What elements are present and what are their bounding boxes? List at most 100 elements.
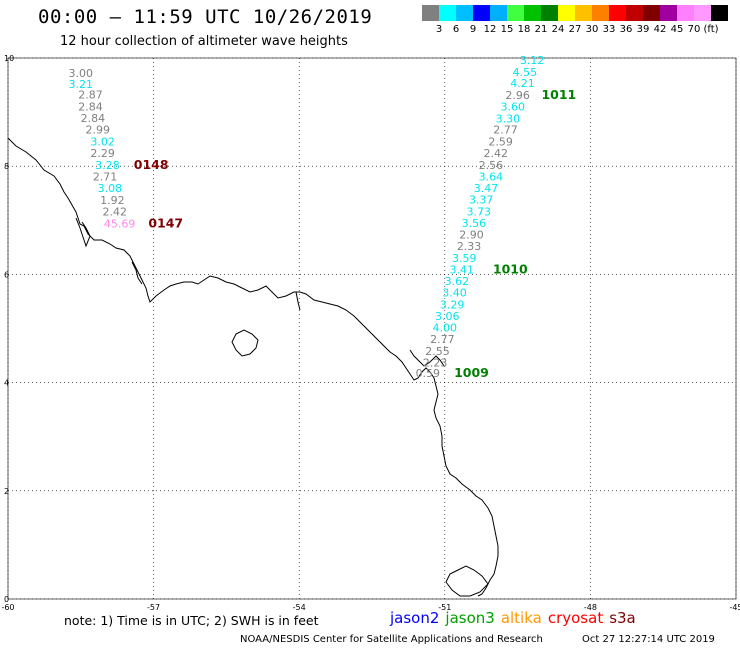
wave-height-value: 3.30: [496, 112, 521, 125]
wave-height-value: 2.71: [93, 170, 118, 183]
color-scale-label: 39: [636, 24, 650, 35]
pass-labels: 0148 0147 1011 1010 1009: [134, 87, 576, 380]
color-scale-label: 27: [568, 24, 582, 35]
color-scale-label: 6: [452, 24, 460, 35]
wave-height-value: 2.87: [78, 89, 103, 102]
longitude-tick-label: -45: [729, 603, 740, 612]
legend-item-altika: altika: [500, 609, 542, 627]
pass-number-label: 1009: [454, 365, 489, 380]
pass-number-label: 1010: [493, 261, 528, 276]
wave-height-value: 2.42: [484, 147, 509, 160]
color-swatch: [456, 5, 473, 21]
page-subtitle: 12 hour collection of altimeter wave hei…: [60, 34, 348, 49]
color-scale-legend: 3 6 9 12 15 18 21 24 27 30 33 36 39 42 45 70 (ft): [420, 5, 740, 41]
color-scale-label: 3: [435, 24, 443, 35]
color-scale-label: 70: [687, 24, 701, 35]
wave-height-value: 2.56: [479, 159, 504, 172]
latitude-tick-label: 8: [4, 162, 9, 171]
wave-height-value: 2.84: [81, 112, 106, 125]
wave-height-value: 3.60: [500, 100, 525, 113]
wave-height-value: 3.73: [467, 205, 492, 218]
satellite-legend: jason2 jason3 altika cryosat s3a: [390, 609, 642, 627]
color-scale-label: 18: [517, 24, 531, 35]
wave-height-value: 4.21: [510, 77, 535, 90]
wave-height-value: 2.84: [78, 100, 103, 113]
wave-height-value: 3.47: [474, 182, 499, 195]
color-scale-label: 24: [551, 24, 565, 35]
legend-item-jason3: jason3: [445, 609, 495, 627]
longitude-tick-label: -51: [438, 603, 451, 612]
longitude-tick-label: -48: [584, 603, 597, 612]
river-inlet-essequibo: [131, 261, 143, 285]
color-scale-label: 36: [619, 24, 633, 35]
color-swatch: [490, 5, 507, 21]
color-swatch: [524, 5, 541, 21]
wave-height-value: 3.12: [520, 54, 545, 67]
color-swatch: [677, 5, 694, 21]
wave-height-value: 3.08: [98, 182, 123, 195]
amazon-delta: [409, 349, 445, 367]
legend-item-cryosat: cryosat: [547, 609, 604, 627]
color-scale-label: 45: [670, 24, 684, 35]
axis-tick-labels: -60 -57 -54 -51 -48 -45 10 8 6 4 2 0: [1, 54, 740, 612]
color-scale-label: 33: [602, 24, 616, 35]
wave-height-value: 3.06: [435, 310, 460, 323]
color-scale-label: 9: [469, 24, 477, 35]
color-scale-label: 30: [585, 24, 599, 35]
wave-height-value: 3.40: [442, 287, 467, 300]
longitude-tick-label: -54: [293, 603, 306, 612]
wave-height-value: 3.37: [469, 194, 494, 207]
color-scale-label: 21: [534, 24, 548, 35]
credit-text: NOAA/NESDIS Center for Satellite Applica…: [240, 634, 543, 645]
wave-height-value: 2.59: [488, 136, 513, 149]
color-swatch: [558, 5, 575, 21]
color-scale-label: 12: [483, 24, 497, 35]
longitude-tick-label: -60: [1, 603, 14, 612]
lat-lon-grid: [7, 57, 737, 600]
color-swatch: [626, 5, 643, 21]
latitude-tick-label: 4: [4, 379, 9, 388]
wave-height-value: 3.41: [450, 263, 475, 276]
color-swatch: [439, 5, 456, 21]
river-inlet-suriname: [295, 291, 301, 311]
color-swatch: [507, 5, 524, 21]
latitude-tick-label: 0: [4, 595, 9, 604]
color-swatch: [660, 5, 677, 21]
latitude-tick-label: 2: [4, 487, 9, 496]
legend-item-s3a: s3a: [609, 609, 636, 627]
color-swatch: [592, 5, 609, 21]
wave-height-value: 3.28: [95, 159, 120, 172]
wave-height-value: 2.96: [505, 89, 530, 102]
footnote: note: 1) Time is in UTC; 2) SWH is in fe…: [64, 613, 319, 628]
wave-height-value: 4.00: [433, 322, 458, 335]
coast-east-detail: [445, 565, 489, 597]
wave-height-value: 2.99: [86, 124, 111, 137]
south-america-coastline: [7, 137, 499, 597]
latitude-tick-label: 10: [4, 54, 14, 63]
wave-height-value: 2.90: [459, 229, 484, 242]
island-marajo: [231, 329, 259, 357]
wave-height-value: 4.55: [513, 66, 538, 79]
color-swatch: [422, 5, 439, 21]
wave-height-value: 3.64: [479, 170, 504, 183]
wave-height-value: 2.29: [90, 147, 115, 160]
wave-height-value: 3.02: [90, 136, 115, 149]
wave-height-value: 3.56: [462, 217, 487, 230]
color-swatch: [575, 5, 592, 21]
page-title: 00:00 – 11:59 UTC 10/26/2019: [38, 6, 373, 28]
longitude-tick-label: -57: [147, 603, 160, 612]
legend-item-jason2: jason2: [390, 609, 440, 627]
wave-height-value: 2.77: [430, 333, 455, 346]
wave-height-value: 2.33: [457, 240, 482, 253]
generation-timestamp: Oct 27 12:27:14 UTC 2019: [582, 634, 715, 645]
color-scale-label: (ft): [703, 24, 719, 35]
color-scale-label: 42: [653, 24, 667, 35]
coastline: [7, 137, 499, 597]
wave-height-value: 3.29: [440, 298, 465, 311]
wave-height-value: 3.21: [69, 78, 94, 91]
wave-height-value: 3.62: [445, 275, 470, 288]
color-scale-label: 15: [500, 24, 514, 35]
color-swatch: [694, 5, 711, 21]
wave-height-value: 3.59: [452, 252, 477, 265]
